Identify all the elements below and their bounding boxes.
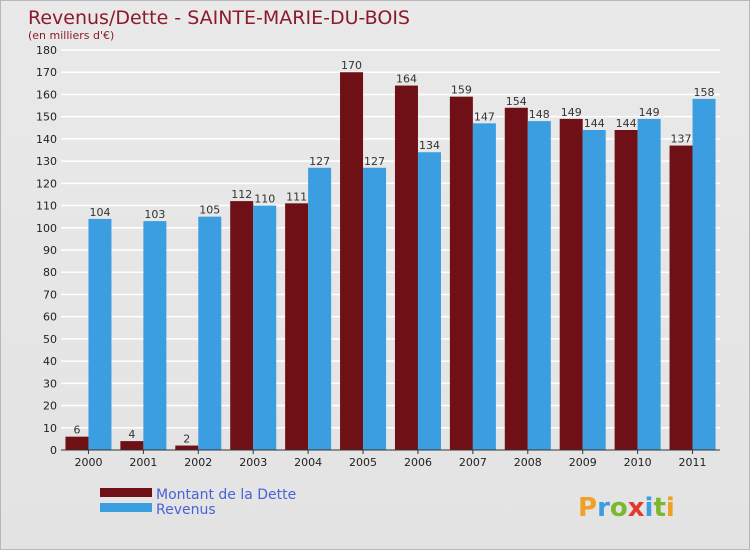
bar-revenus xyxy=(363,167,387,450)
bars xyxy=(65,72,716,451)
data-label: 104 xyxy=(89,206,110,219)
x-tick-label: 2008 xyxy=(514,456,542,469)
y-tick-label: 170 xyxy=(36,66,57,79)
legend-label-dette: Montant de la Dette xyxy=(156,487,296,503)
y-tick-label: 0 xyxy=(50,444,57,457)
bar-dette xyxy=(559,118,583,450)
x-tick-label: 2002 xyxy=(184,456,212,469)
data-label: 170 xyxy=(341,59,362,72)
data-label: 103 xyxy=(144,208,165,221)
data-label: 137 xyxy=(671,133,692,146)
x-tick-label: 2009 xyxy=(569,456,597,469)
data-label: 149 xyxy=(639,106,660,119)
bar-revenus xyxy=(88,218,112,450)
bar-dette xyxy=(614,130,638,450)
data-label: 6 xyxy=(73,424,80,437)
data-label: 158 xyxy=(694,86,715,99)
x-tick-label: 2011 xyxy=(679,456,707,469)
legend-label-revenus: Revenus xyxy=(156,502,216,518)
data-label: 148 xyxy=(529,108,550,121)
data-label: 159 xyxy=(451,84,472,97)
data-label: 154 xyxy=(506,95,527,108)
data-label: 127 xyxy=(309,155,330,168)
bar-revenus xyxy=(582,130,606,450)
chart-subtitle: (en milliers d'€) xyxy=(28,29,114,42)
bar-dette xyxy=(669,145,693,451)
bar-revenus xyxy=(143,221,167,450)
y-tick-label: 30 xyxy=(43,377,57,390)
data-label: 110 xyxy=(254,193,275,206)
y-tick-label: 10 xyxy=(43,422,57,435)
bar-revenus xyxy=(637,118,661,450)
bar-dette xyxy=(394,85,418,451)
x-tick-label: 2007 xyxy=(459,456,487,469)
bar-revenus xyxy=(253,205,277,450)
data-label: 164 xyxy=(396,73,417,86)
x-tick-label: 2010 xyxy=(624,456,652,469)
bar-dette xyxy=(120,441,144,450)
y-tick-label: 140 xyxy=(36,133,57,146)
x-tick-label: 2000 xyxy=(74,456,102,469)
x-tick-label: 2004 xyxy=(294,456,322,469)
data-label: 105 xyxy=(199,204,220,217)
y-tick-label: 160 xyxy=(36,88,57,101)
y-tick-label: 20 xyxy=(43,400,57,413)
legend-swatch-dette xyxy=(100,488,152,497)
bar-revenus xyxy=(417,152,441,450)
y-tick-label: 130 xyxy=(36,155,57,168)
y-tick-label: 180 xyxy=(36,44,57,57)
grid xyxy=(61,49,720,429)
bar-revenus xyxy=(472,123,496,450)
bar-dette xyxy=(449,96,473,451)
y-tick-label: 50 xyxy=(43,333,57,346)
y-tick-label: 120 xyxy=(36,177,57,190)
y-tick-label: 100 xyxy=(36,222,57,235)
data-label: 144 xyxy=(584,117,605,130)
bar-dette xyxy=(65,436,89,450)
data-label: 112 xyxy=(231,188,252,201)
y-tick-label: 90 xyxy=(43,244,57,257)
bar-dette xyxy=(285,203,309,450)
data-label: 149 xyxy=(561,106,582,119)
chart-title: Revenus/Dette - SAINTE-MARIE-DU-BOIS xyxy=(28,7,410,29)
x-tick-label: 2005 xyxy=(349,456,377,469)
bar-revenus xyxy=(527,121,551,450)
bar-dette xyxy=(340,72,364,450)
x-axis-ticks: 2000 2001 2002 2003 2004 2005 2006 2007 2008 2009… xyxy=(74,450,707,469)
y-tick-label: 110 xyxy=(36,200,57,213)
x-tick-label: 2001 xyxy=(129,456,157,469)
data-label: 147 xyxy=(474,110,495,123)
bar-dette xyxy=(175,445,199,450)
bar-revenus xyxy=(308,167,332,450)
bar-revenus xyxy=(692,98,716,450)
y-tick-label: 40 xyxy=(43,355,57,368)
data-label: 2 xyxy=(183,433,190,446)
y-tick-label: 150 xyxy=(36,111,57,124)
data-label: 4 xyxy=(128,428,135,441)
legend-swatch-revenus xyxy=(100,503,152,512)
data-label: 134 xyxy=(419,139,440,152)
y-tick-label: 80 xyxy=(43,266,57,279)
legend: Montant de la Dette Revenus xyxy=(100,487,296,518)
data-label: 127 xyxy=(364,155,385,168)
x-tick-label: 2003 xyxy=(239,456,267,469)
y-axis-ticks: 0 10 20 30 40 50 60 70 80 90 100 110 120 130 140 150 160… xyxy=(36,44,57,457)
y-tick-label: 60 xyxy=(43,311,57,324)
x-tick-label: 2006 xyxy=(404,456,432,469)
bar-revenus xyxy=(198,216,222,450)
bar-dette xyxy=(230,201,254,450)
y-tick-label: 70 xyxy=(43,288,57,301)
proxiti-logo: Proxiti xyxy=(578,493,675,523)
data-label: 111 xyxy=(286,190,307,203)
data-label: 144 xyxy=(616,117,637,130)
logo-text: Proxiti xyxy=(578,493,675,523)
bar-dette xyxy=(504,107,528,451)
